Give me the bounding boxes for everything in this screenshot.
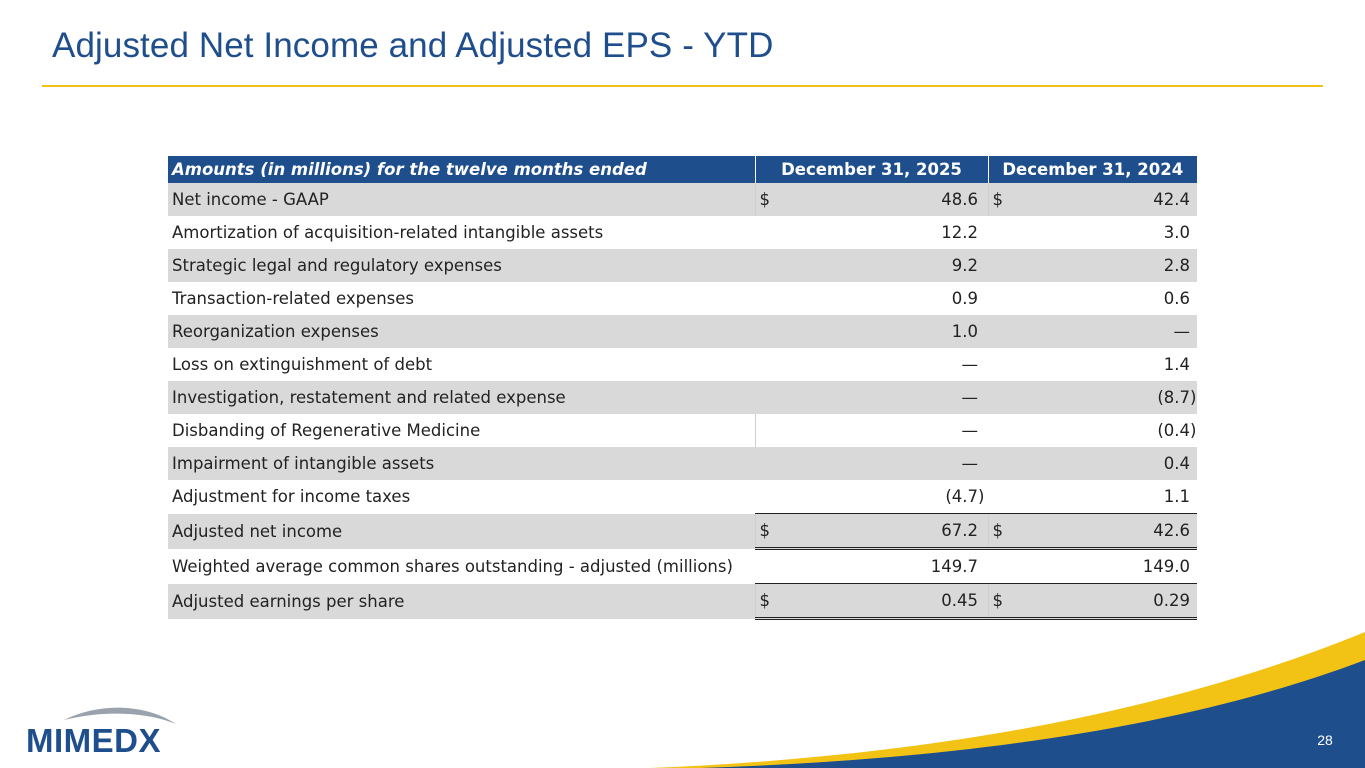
dollar-sign [755,249,779,282]
row-label: Adjusted earnings per share [168,583,755,619]
paren-2025 [978,583,989,620]
dollar-sign [755,447,779,480]
header-label: Amounts (in millions) for the twelve mon… [168,156,755,183]
paren-2025 [978,447,989,480]
row-label: Investigation, restatement and related e… [168,381,755,414]
table-row-total: Adjusted earnings per share $ 0.45 $ 0.2… [168,583,1198,620]
dollar-sign [988,315,1009,348]
value-2025: 149.7 [930,557,978,576]
dollar-sign: $ [987,513,1009,550]
value-2025: 48.6 [779,183,978,216]
value-2024: 2.8 [1008,249,1191,282]
paren-2024 [1190,315,1198,348]
table-row: Strategic legal and regulatory expenses … [168,249,1198,282]
value-2025: — [961,421,979,440]
dollar-sign [754,414,779,447]
dollar-sign: $ [987,583,1009,620]
value-2024: 1.4 [1163,355,1191,374]
row-label: Adjustment for income taxes [172,487,411,507]
row-label: Loss on extinguishment of debt [172,355,433,374]
financial-table: Amounts (in millions) for the twelve mon… [168,156,1198,620]
value-2024: 0.6 [1163,289,1191,308]
table-row: Impairment of intangible assets — 0.4 [168,447,1198,480]
table-header-row: Amounts (in millions) for the twelve mon… [168,156,1198,183]
table-row: Disbanding of Regenerative Medicine — (0… [168,414,1197,447]
paren-2024: ) [1190,381,1198,414]
page-number: 28 [1317,732,1333,748]
paren-2024 [1190,447,1198,480]
dollar-sign: $ [754,513,779,550]
dollar-sign: $ [754,183,779,216]
row-label: Strategic legal and regulatory expenses [168,249,755,282]
row-label: Amortization of acquisition-related inta… [172,223,604,242]
value-2025: 1.0 [779,315,978,348]
paren-2025: ) [978,487,985,506]
paren-2024 [1190,249,1198,282]
value-2024: — [1008,315,1191,348]
row-label: Net income - GAAP [168,183,755,216]
value-2024: (8.7 [1008,381,1191,414]
dollar-sign [755,381,779,414]
value-2025: — [961,355,979,374]
table-row: Weighted average common shares outstandi… [168,549,1197,584]
header-dec-2025: December 31, 2025 [754,156,989,183]
dollar-sign: $ [987,183,1009,216]
paren-2025 [978,183,989,216]
paren-2025 [978,249,989,282]
paren-2024: ) [1190,421,1197,440]
paren-2024 [1190,513,1198,550]
table-row: Transaction-related expenses 0.9 0.6 [168,282,1197,315]
row-label: Weighted average common shares outstandi… [172,556,733,576]
row-label: Disbanding of Regenerative Medicine [172,421,481,440]
row-label: Reorganization expenses [168,315,755,348]
value-2025: (4.7 [945,487,978,506]
value-2025: 9.2 [779,249,978,282]
paren-2025 [978,513,989,550]
value-2025: — [779,381,978,414]
value-2025: — [779,447,978,480]
table-row: Investigation, restatement and related e… [168,381,1198,414]
value-2025: 0.45 [779,583,978,620]
dollar-sign [755,315,779,348]
paren-2025 [978,315,989,348]
table-row: Loss on extinguishment of debt — 1.4 [168,348,1197,381]
table-row: Reorganization expenses 1.0 — [168,315,1198,348]
value-2025: 0.9 [951,289,978,308]
value-2024: 42.6 [1008,513,1191,550]
table-row-subtotal: Adjusted net income $ 67.2 $ 42.6 [168,513,1198,550]
paren-2025 [978,381,989,414]
header-dec-2024: December 31, 2024 [987,156,1198,183]
value-2025: 67.2 [779,513,978,550]
value-2024: 1.1 [1163,487,1191,506]
paren-2024 [1190,583,1198,620]
dollar-sign [988,249,1009,282]
value-2025: 12.2 [941,223,978,242]
value-2024: (0.4 [1157,421,1191,440]
blue-swoosh [700,660,1365,768]
value-2024: 0.29 [1008,583,1191,620]
dollar-sign [988,381,1009,414]
value-2024: 42.4 [1008,183,1191,216]
value-2024: 149.0 [1142,557,1191,576]
dollar-sign [988,447,1009,480]
company-logo: MIMEDX [26,722,161,759]
paren-2024 [1190,183,1198,216]
title-underline [42,85,1323,87]
row-label: Impairment of intangible assets [168,447,755,480]
value-2024: 0.4 [1008,447,1191,480]
logo-arc-icon [64,707,176,724]
value-2024: 3.0 [1163,223,1191,242]
row-label: Transaction-related expenses [172,289,415,308]
row-label: Adjusted net income [168,513,755,549]
table-row: Net income - GAAP $ 48.6 $ 42.4 [168,183,1198,216]
slide-title: Adjusted Net Income and Adjusted EPS - Y… [52,26,774,65]
dollar-sign: $ [754,583,779,620]
table-row: Adjustment for income taxes (4.7 ) 1.1 [168,480,1197,514]
table-row: Amortization of acquisition-related inta… [168,216,1197,249]
